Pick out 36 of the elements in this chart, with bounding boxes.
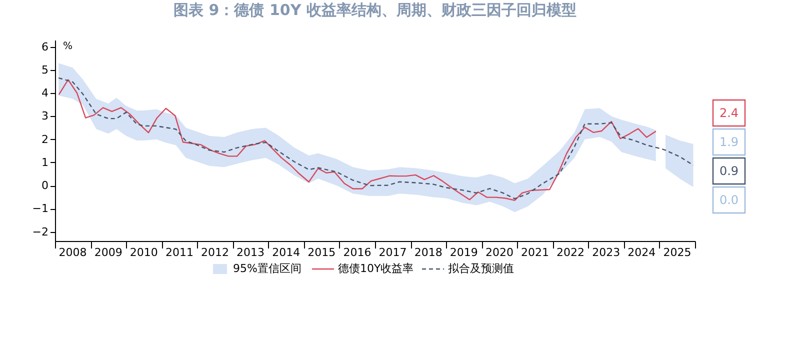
x-tick-label: 2008 <box>58 246 87 259</box>
y-tick-label: 2 <box>42 132 48 146</box>
y-tick-label: 5 <box>42 64 48 77</box>
y-tick-label: 6 <box>42 40 48 54</box>
x-tick-label: 2024 <box>628 246 656 259</box>
x-tick-label: 2015 <box>308 246 336 259</box>
text: 0.0 <box>719 193 739 207</box>
legend-label: 德债10Y收益率 <box>338 262 414 275</box>
x-tick-label: 2022 <box>556 246 585 259</box>
chart-title: 图表 9：德债 10Y 收益率结构、周期、财政三因子回归模型 <box>174 1 576 19</box>
x-tick-label: 2011 <box>165 246 194 259</box>
x-tick-label: 2013 <box>236 246 265 259</box>
x-tick-label: 2018 <box>414 246 442 259</box>
x-tick-label: 2025 <box>663 246 692 259</box>
x-tick-label: 2020 <box>485 246 514 259</box>
x-tick-label: 2016 <box>343 246 372 259</box>
x-tick-label: 2021 <box>521 246 549 259</box>
x-tick-label: 2012 <box>201 246 229 259</box>
y-tick-label: −1 <box>32 202 48 216</box>
x-tick-label: 2010 <box>130 246 158 259</box>
text: 0.9 <box>719 164 739 178</box>
x-tick-label: 2017 <box>378 246 407 259</box>
y-axis-title: % <box>63 41 73 52</box>
y-tick-label: −2 <box>32 225 48 238</box>
x-tick-label: 2009 <box>94 246 122 259</box>
x-tick-label: 2023 <box>592 246 620 259</box>
y-tick-label: 1 <box>42 156 48 169</box>
y-tick-label: 4 <box>42 86 48 100</box>
text: 1.9 <box>719 135 739 149</box>
y-tick-label: 0 <box>42 179 48 192</box>
legend-label: 95%置信区间 <box>233 262 302 275</box>
legend-label: 拟合及预测值 <box>448 262 514 275</box>
y-tick-label: 3 <box>42 110 48 123</box>
x-tick-label: 2014 <box>272 246 300 259</box>
text: 2.4 <box>719 106 739 120</box>
x-tick-label: 2019 <box>450 246 478 259</box>
